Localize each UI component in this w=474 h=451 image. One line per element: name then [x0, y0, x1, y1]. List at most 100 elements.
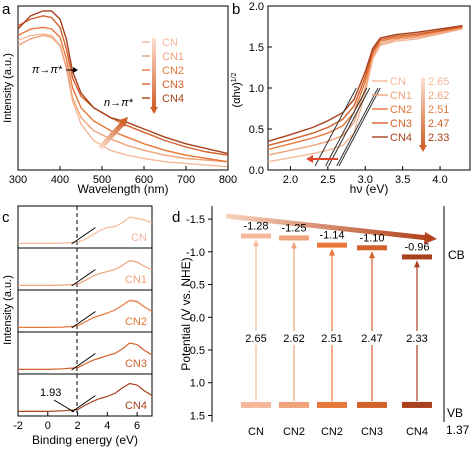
panel-b-legend-gap-value: 2.65: [428, 76, 449, 88]
panel-d-y-tick-label: 0.5: [190, 345, 205, 357]
panel-d-cb-value: -0.96: [404, 241, 429, 253]
panel-b-y-tick-label: 1.0: [249, 83, 264, 95]
panel-b-tangent: [314, 87, 357, 167]
panel-d-y-tick-label: -0.5: [186, 280, 205, 292]
panel-b-legend-gap-value: 2.33: [428, 132, 449, 144]
panel-c-x-tick-label: 0: [45, 420, 51, 432]
panel-d-trend-arrowhead: [424, 232, 437, 244]
panel-a-line-cn: [17, 33, 229, 168]
panel-d-category-label: CN2: [321, 426, 343, 438]
panel-c-x-tick-label: -2: [13, 420, 23, 432]
panel-a-legend-entry: CN3: [162, 79, 184, 91]
panel-b-red-arrowhead: [306, 155, 313, 163]
panel-b-y-tick-label: 0.0: [249, 165, 264, 177]
panel-b-legend-entry: CN4: [390, 132, 412, 144]
panel-c-tangent: [71, 311, 96, 329]
panel-a-legend: CN CN1 CN2 CN3 CN4: [142, 37, 184, 105]
panel-c-line-cn: [18, 216, 153, 244]
panel-d-vb-bar: [279, 401, 309, 408]
panel-a-annotation-pi-arrowhead: [73, 67, 78, 73]
panel-a-series: [17, 10, 229, 168]
panel-c-ylabel: Intensity (a.u.): [2, 275, 14, 345]
panel-b-legend-entry: CN: [390, 76, 406, 88]
panel-b-legend-entry: CN3: [390, 118, 412, 130]
panel-b-legend-entry: CN2: [390, 104, 412, 116]
panel-a-gradient-arrow: [98, 120, 126, 150]
panel-a-x-tick-label: 700: [177, 174, 195, 186]
panel-a-x-tick-label: 500: [93, 174, 111, 186]
panel-b-tangent: [328, 87, 371, 167]
panel-b-xlabel: hν (eV): [350, 182, 389, 196]
panel-b-label: b: [232, 1, 240, 18]
panel-c-annotation-pointer: [53, 399, 75, 413]
panel-b-line-cn3: [267, 25, 463, 147]
panel-a-ylabel: Intensity (a.u.): [2, 53, 14, 123]
panel-d-vb-label: VB: [447, 406, 463, 420]
panel-a-annotation-n: n→π*: [104, 97, 133, 109]
panel-a-legend-entry: CN2: [162, 65, 184, 77]
panel-a-legend-entry: CN: [162, 37, 178, 49]
panel-d-cb-value: -1.14: [319, 230, 344, 242]
panel-c-line-cn4: [18, 382, 153, 412]
panel-d-label: d: [172, 209, 180, 226]
panel-b-legend-gap-value: 2.47: [428, 118, 449, 130]
panel-b-line-cn4: [267, 25, 463, 142]
panel-d-trend-arrow: [225, 213, 429, 241]
panel-b-tangent: [336, 87, 379, 167]
panel-b-x-ticks: 2.0 2.5 3.0 3.5 4.0: [283, 166, 448, 186]
panel-a-line-cn3: [17, 15, 229, 156]
panel-c-series-label: CN: [131, 232, 147, 244]
panel-a-frame: [17, 5, 229, 171]
panel-c-x-tick-label: 2: [74, 420, 80, 432]
panel-d-cb-value: -1.25: [281, 222, 306, 234]
panel-a-line-cn4: [17, 10, 229, 155]
panel-a-x-ticks: 300 400 500 600 700 800: [9, 166, 237, 186]
panel-b-y-tick-label: 1.5: [249, 42, 264, 54]
panel-d-gap-arrowhead: [291, 241, 297, 249]
panel-c-dividers: [18, 247, 152, 375]
panel-a-x-tick-label: 800: [219, 174, 237, 186]
panel-b-tangent: [338, 87, 381, 167]
panel-c-series: [18, 216, 153, 413]
panel-b-legend-gap-value: 2.62: [428, 90, 449, 102]
panel-c-xlabel: Binding energy (eV): [32, 433, 138, 447]
panel-b-legend-bar: [421, 78, 425, 146]
panel-d-gap-label-bg: [358, 331, 386, 345]
panel-d-gap-label-bg: [318, 331, 346, 345]
panel-b-tangent-lines: [314, 87, 381, 167]
panel-d-cb-label: CB: [448, 248, 465, 262]
panel-d-cb-bar: [317, 242, 347, 248]
panel-d-gap-arrowhead: [369, 251, 375, 259]
panel-b-y-ticks: 0.0 0.5 1.0 1.5 2.0: [249, 1, 272, 177]
panel-d-category-label: CN: [248, 426, 264, 438]
panel-d-cb-bar: [402, 254, 432, 260]
panel-b-x-tick-label: 4.0: [432, 174, 447, 186]
panel-a-line-cn2: [17, 26, 229, 163]
panel-b-line-cn: [267, 28, 463, 163]
panel-a-xlabel: Wavelength (nm): [78, 182, 169, 196]
panel-a-x-tick-label: 400: [51, 174, 69, 186]
panel-d-vb-bar: [402, 401, 432, 408]
panel-d-category-label: CN3: [361, 426, 383, 438]
panel-d-y-ticks: -1.5 -1.0 -0.5 0.0 0.5 1.0 1.5: [186, 214, 212, 422]
panel-a-label: a: [2, 1, 11, 18]
panel-d-gap-value: 2.65: [245, 333, 266, 345]
panel-d-gap-label-bg: [280, 331, 308, 345]
panel-d-gap-arrowhead: [329, 248, 335, 256]
panel-c-line-cn2: [18, 299, 153, 328]
panel-c-series-label: CN3: [125, 358, 147, 370]
panel-b-ylabel: (αhν)1/2: [231, 72, 243, 107]
panel-c-series-labels: CN CN1 CN2 CN3 CN4: [125, 232, 147, 412]
panel-b-y-tick-label: 0.5: [249, 124, 264, 136]
panel-d-gap-arrowhead: [414, 260, 420, 268]
panel-c-tangent: [71, 227, 96, 245]
panel-d-gap-value: 2.33: [406, 333, 427, 345]
panel-c-series-label: CN1: [125, 274, 147, 286]
panel-a-x-tick-label: 300: [9, 174, 27, 186]
panel-d-gap-label-bg: [403, 331, 431, 345]
panel-d-bands: -1.28 2.65 CN -1.25 2.62 CN2 -1.14 2.51 CN2 -1.10…: [241, 220, 432, 438]
panel-d-ylabel: Potential (V vs. NHE): [179, 257, 193, 370]
panel-d-gap-value: 2.62: [283, 333, 304, 345]
panel-c-x-ticks: -2 0 2 4 6: [13, 412, 140, 432]
